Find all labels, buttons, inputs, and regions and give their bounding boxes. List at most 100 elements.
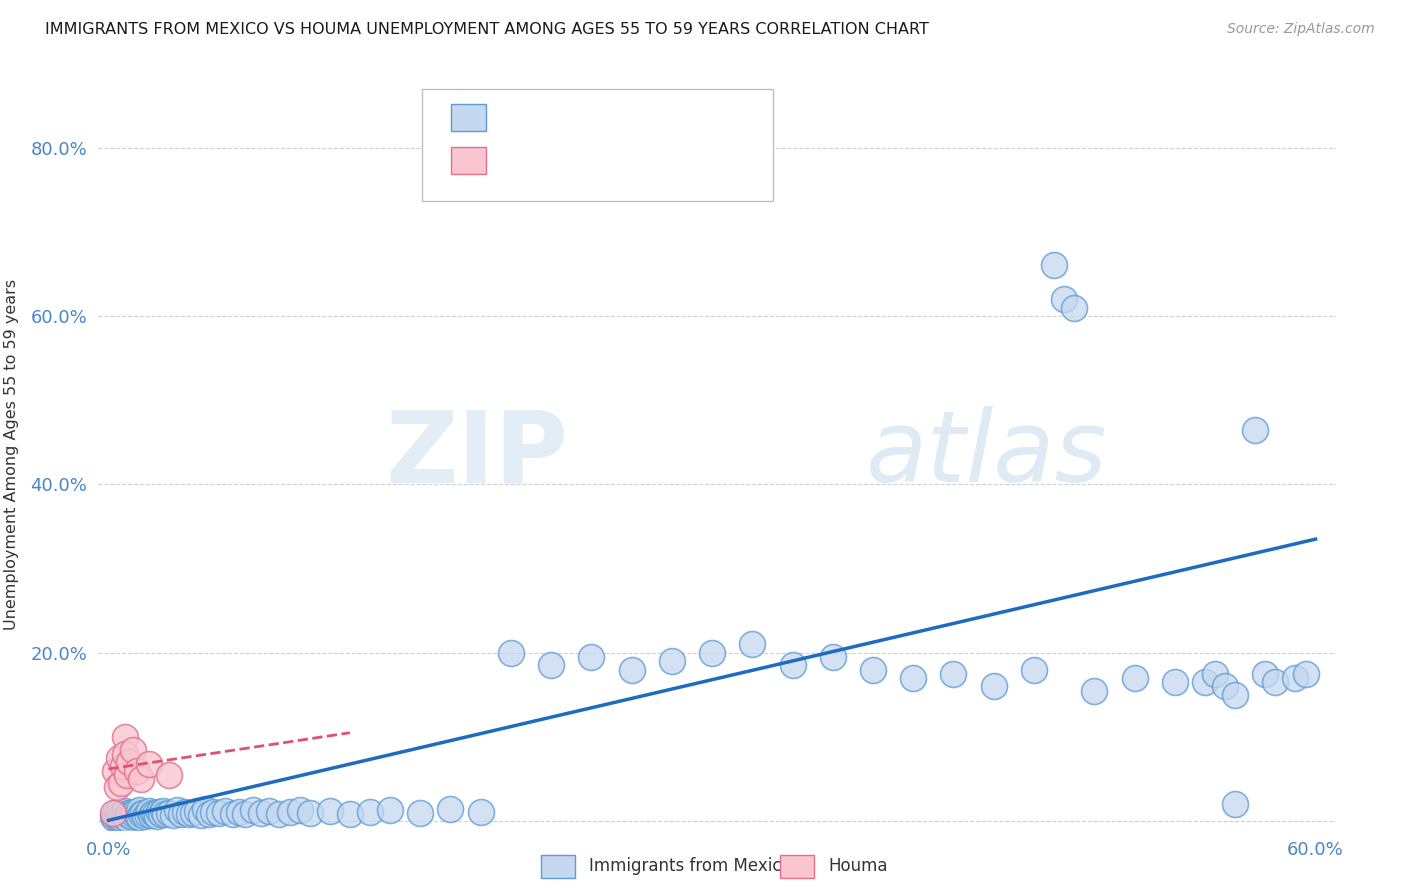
Point (101, 810, 124, 824)
Point (198, 806, 221, 821)
Point (101, 805, 124, 820)
Point (339, 806, 361, 821)
Point (1204, 666, 1226, 681)
Point (120, 809, 142, 823)
Point (115, 807, 138, 822)
Point (105, 809, 128, 823)
Point (1164, 675, 1187, 690)
Point (107, 808, 129, 822)
Point (1284, 671, 1306, 685)
Text: Houma: Houma (828, 857, 887, 875)
Point (115, 768, 138, 782)
Point (409, 805, 432, 820)
Point (821, 650, 844, 665)
Point (233, 806, 256, 821)
Point (124, 805, 146, 819)
Text: atlas: atlas (866, 407, 1107, 503)
Point (177, 807, 200, 822)
Point (1053, 292, 1076, 306)
Point (115, 812, 138, 826)
Point (259, 804, 281, 818)
Point (700, 646, 723, 660)
Point (186, 804, 208, 818)
Y-axis label: Unemployment Among Ages 55 to 59 years: Unemployment Among Ages 55 to 59 years (4, 279, 20, 631)
Point (194, 802, 217, 816)
Point (148, 805, 170, 819)
Point (1022, 663, 1045, 677)
Point (128, 810, 150, 824)
Point (107, 804, 129, 818)
Point (269, 807, 291, 822)
Point (378, 803, 401, 817)
Point (143, 807, 166, 822)
Point (114, 810, 136, 824)
Point (174, 805, 197, 819)
Point (208, 805, 231, 820)
Point (1244, 423, 1267, 437)
Point (117, 755, 139, 769)
Point (202, 805, 225, 819)
Point (1123, 671, 1146, 685)
Text: ZIP: ZIP (385, 407, 568, 503)
Point (110, 776, 132, 790)
Point (114, 747, 136, 761)
Point (105, 811, 128, 825)
Text: 15: 15 (658, 152, 681, 169)
Point (125, 808, 148, 822)
Point (181, 805, 204, 820)
Point (142, 805, 165, 820)
Point (1213, 680, 1236, 694)
Point (470, 805, 492, 819)
Point (110, 807, 132, 822)
Point (741, 637, 763, 651)
Point (149, 807, 172, 822)
Point (359, 805, 381, 819)
Point (439, 802, 461, 816)
Point (214, 804, 236, 818)
Point (319, 804, 342, 818)
Text: IMMIGRANTS FROM MEXICO VS HOUMA UNEMPLOYMENT AMONG AGES 55 TO 59 YEARS CORRELATI: IMMIGRANTS FROM MEXICO VS HOUMA UNEMPLOY… (45, 22, 929, 37)
Point (983, 680, 1005, 694)
Point (139, 808, 162, 822)
Point (242, 803, 264, 817)
Point (581, 650, 603, 665)
Point (162, 808, 184, 822)
Text: 0.127: 0.127 (543, 152, 591, 169)
Point (250, 805, 273, 820)
Point (103, 764, 125, 778)
Text: 0.618: 0.618 (543, 109, 591, 127)
Point (114, 804, 136, 818)
Point (128, 803, 150, 817)
Point (1083, 683, 1105, 698)
Text: 100: 100 (658, 109, 693, 127)
Point (145, 809, 167, 823)
Point (620, 663, 643, 677)
Point (134, 809, 156, 823)
Point (131, 805, 153, 820)
Point (661, 654, 683, 668)
Point (278, 805, 301, 819)
Point (782, 658, 804, 673)
Point (298, 805, 321, 820)
Point (107, 810, 129, 824)
Point (110, 811, 132, 825)
Point (107, 812, 129, 826)
Point (190, 808, 212, 822)
Point (499, 646, 522, 660)
Point (170, 806, 193, 821)
Point (228, 805, 250, 819)
Point (135, 806, 157, 821)
Point (125, 764, 148, 778)
Point (121, 742, 143, 756)
Point (288, 803, 311, 817)
Text: R =: R = (501, 109, 537, 127)
Point (105, 780, 128, 795)
Point (1264, 675, 1286, 690)
Point (138, 756, 160, 771)
Point (1063, 301, 1085, 315)
Text: R =: R = (501, 152, 537, 169)
Text: N =: N = (616, 109, 652, 127)
Point (103, 812, 125, 826)
Point (117, 805, 139, 820)
Point (117, 808, 139, 822)
